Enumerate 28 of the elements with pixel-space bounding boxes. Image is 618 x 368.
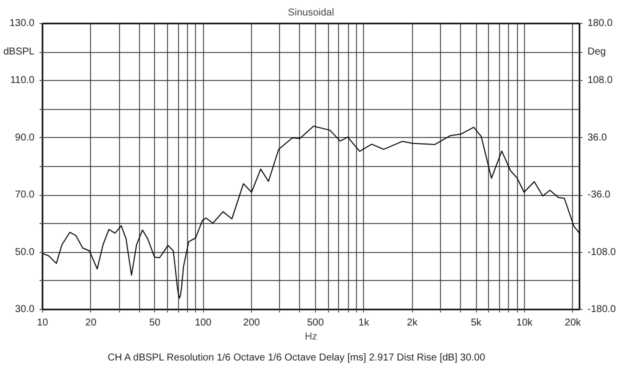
y-tick-label: 70.0 <box>15 190 35 201</box>
y-tick-label: 110.0 <box>10 75 35 86</box>
y-tick-label: 50.0 <box>15 246 35 258</box>
x-tick-label: 1k <box>358 318 370 328</box>
y2-tick-label: -180.0 <box>588 304 616 315</box>
y-tick-label: 130.0 <box>9 18 35 29</box>
y2-tick-label: 108.0 <box>588 75 613 86</box>
x-tick-label: 10 <box>36 318 48 328</box>
y-tick-label: 90.0 <box>15 132 35 144</box>
y2-tick-label: 36.0 <box>588 132 608 144</box>
x-tick-label: 10k <box>516 318 534 328</box>
chart-title: Sinusoidal <box>288 8 334 18</box>
y-tick-label: 30.0 <box>15 304 35 315</box>
y2-tick-label: 180.0 <box>588 18 613 29</box>
x-tick-label: 2k <box>406 318 418 328</box>
x-tick-label: 200 <box>243 318 260 328</box>
x-axis-title: Hz <box>304 332 318 342</box>
x-tick-label: 100 <box>194 318 212 328</box>
x-tick-label: 50 <box>149 318 161 328</box>
x-tick-label: 20k <box>564 318 582 328</box>
x-tick-label: 5k <box>470 318 482 328</box>
y2-tick-label: Deg <box>588 46 606 58</box>
y2-tick-label: -36.0 <box>588 190 611 201</box>
x-tick-label: 500 <box>307 318 324 328</box>
y-tick-label: dBSPL <box>3 46 35 58</box>
text: CH A dBSPL Resolution 1/6 Octave 1/6 Octave Delay [ms] 2.917 Dist Rise [dB] 30.00 <box>108 352 486 364</box>
x-tick-label: 20 <box>85 318 97 328</box>
y2-tick-label: -108.0 <box>588 246 616 258</box>
